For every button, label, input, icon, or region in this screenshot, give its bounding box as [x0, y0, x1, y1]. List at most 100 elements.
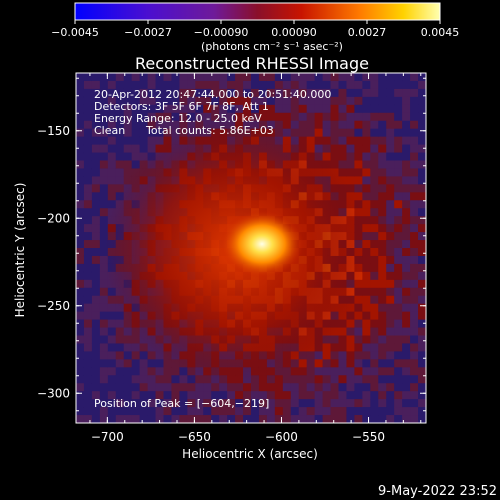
heatmap-cell	[290, 407, 300, 416]
heatmap-cell	[418, 200, 426, 209]
heatmap-cell	[338, 88, 348, 98]
heatmap-cell	[171, 407, 181, 416]
annotation-clean: Clean	[94, 124, 125, 137]
heatmap-cell	[378, 136, 387, 146]
heatmap-cell	[123, 335, 133, 345]
heatmap-cell	[107, 415, 117, 423]
heatmap-cell	[306, 88, 316, 98]
heatmap-cell	[410, 112, 419, 122]
heatmap-cell	[314, 120, 324, 130]
heatmap-cell	[115, 144, 125, 154]
heatmap-cell	[370, 176, 379, 185]
heatmap-cell	[402, 367, 411, 376]
heatmap-cell	[394, 327, 403, 337]
heatmap-cell	[171, 120, 181, 130]
heatmap-cell	[251, 383, 260, 392]
heatmap-cell	[330, 335, 340, 345]
x-tick-label: −650	[178, 430, 211, 444]
heatmap-cell	[386, 287, 395, 297]
heatmap-cell	[91, 240, 101, 249]
heatmap-cell	[76, 255, 85, 265]
heatmap-cell	[410, 255, 419, 265]
heatmap-cell	[147, 73, 157, 82]
heatmap-cell	[386, 255, 395, 265]
heatmap-cell	[370, 192, 379, 201]
heatmap-cell	[418, 343, 426, 353]
heatmap-cell	[227, 80, 236, 90]
heatmap-cell	[394, 319, 403, 329]
heatmap-cell	[378, 255, 387, 265]
heatmap-cell	[243, 112, 252, 122]
x-tick-label: −550	[352, 430, 385, 444]
heatmap-cell	[83, 120, 93, 130]
heatmap-cell	[298, 88, 308, 98]
heatmap-cell	[322, 80, 332, 90]
heatmap-cell	[362, 287, 371, 297]
heatmap-cell	[76, 88, 85, 98]
heatmap-cell	[330, 112, 340, 122]
heatmap-cell	[76, 295, 85, 305]
heatmap-cell	[187, 415, 196, 423]
heatmap-cell	[187, 112, 196, 122]
heatmap-cell	[418, 160, 426, 170]
heatmap-cell	[147, 391, 157, 400]
heatmap-cell	[370, 279, 379, 289]
heatmap-cell	[418, 248, 426, 257]
heatmap-cell	[410, 104, 419, 114]
heatmap-cell	[155, 104, 165, 114]
heatmap-cell	[386, 335, 395, 345]
heatmap-cell	[243, 415, 252, 423]
heatmap-cell	[203, 88, 212, 98]
heatmap-cell	[322, 407, 332, 416]
heatmap-cell	[354, 168, 363, 178]
heatmap-cell	[394, 120, 403, 130]
heatmap-cell	[99, 311, 109, 321]
heatmap-cell	[370, 104, 379, 114]
heatmap-cell	[131, 399, 141, 408]
heatmap-cell	[171, 88, 181, 98]
heatmap-cell	[346, 96, 356, 106]
heatmap-cell	[410, 248, 419, 257]
heatmap-cell	[410, 295, 419, 305]
heatmap-cell	[155, 136, 165, 146]
heatmap-cell	[410, 319, 419, 329]
heatmap-cell	[123, 88, 133, 98]
heatmap-cell	[386, 168, 395, 178]
heatmap-cell	[378, 335, 387, 345]
heatmap-cell	[99, 367, 109, 376]
heatmap-cell	[91, 415, 101, 423]
heatmap-cell	[418, 327, 426, 337]
heatmap-cell	[99, 415, 109, 423]
heatmap-cell	[354, 335, 363, 345]
heatmap-cell	[362, 271, 371, 281]
heatmap-cell	[354, 383, 363, 392]
heatmap-cell	[378, 295, 387, 305]
heatmap-cell	[258, 375, 268, 384]
heatmap-cell	[394, 391, 403, 400]
heatmap-cell	[76, 160, 85, 170]
heatmap-cell	[314, 104, 324, 114]
heatmap-cell	[195, 383, 204, 392]
heatmap-cell	[346, 367, 356, 376]
heatmap-cell	[91, 311, 101, 321]
heatmap-cell	[410, 184, 419, 193]
heatmap-cell	[76, 96, 85, 106]
heatmap-cell	[282, 407, 292, 416]
heatmap-cell	[76, 232, 85, 241]
heatmap-cell	[187, 88, 196, 98]
heatmap-cell	[76, 375, 85, 384]
heatmap-cell	[131, 120, 141, 130]
heatmap-cell	[338, 375, 348, 384]
heatmap-cell	[410, 335, 419, 345]
heatmap-cell	[402, 232, 411, 241]
heatmap-cell	[298, 73, 308, 82]
heatmap-cell	[139, 399, 149, 408]
heatmap-cell	[370, 80, 379, 90]
heatmap-cell	[306, 80, 316, 90]
heatmap-cell	[76, 73, 85, 82]
heatmap-cell	[131, 136, 141, 146]
heatmap-cell	[378, 240, 387, 249]
heatmap-cell	[306, 375, 316, 384]
heatmap-cell	[338, 327, 348, 337]
heatmap-cell	[171, 128, 181, 138]
